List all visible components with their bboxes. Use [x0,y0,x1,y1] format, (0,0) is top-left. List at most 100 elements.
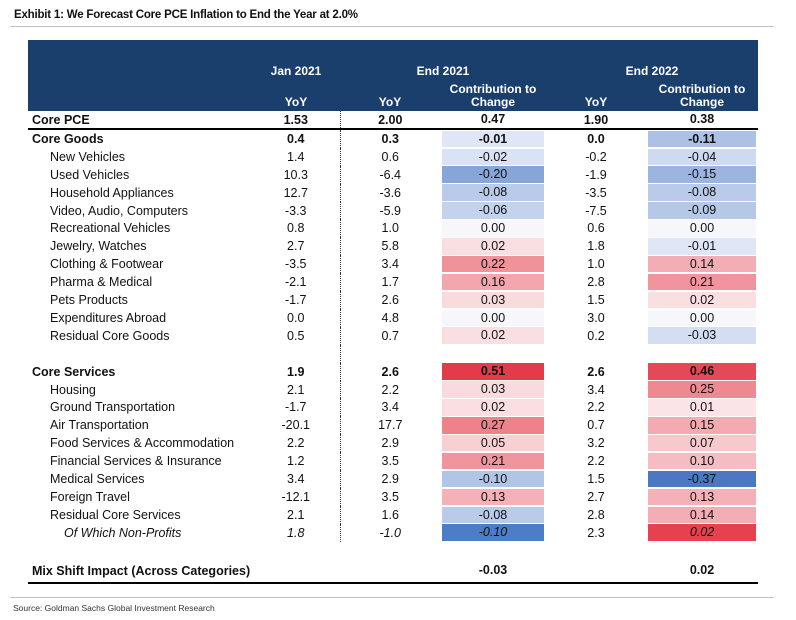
row-label: Household Appliances [50,185,174,200]
yoy-2022: 2.7 [587,489,605,504]
yoy-2021: 3.5 [381,454,399,469]
yoy-2021: 2.6 [381,292,399,307]
header-yoy-2021: YoY [340,78,440,111]
yoy-2021: 2.6 [381,364,399,379]
contrib-2021: 0.02 [440,237,546,255]
contrib-2021: 0.21 [440,452,546,470]
contrib-2022: 0.21 [646,273,758,291]
yoy-2022: 3.2 [587,436,605,451]
header-yoy-2022: YoY [546,78,646,111]
row-core-goods: Core Goods 0.4 0.3 -0.01 0.0 -0.11 [28,129,758,148]
row-label: Recreational Vehicles [50,221,171,236]
row-label: Core Goods [32,131,104,146]
row-label: Air Transportation [50,418,149,433]
header-jan-2021: Jan 2021 [252,54,340,78]
jan-yoy: 0.5 [252,326,341,345]
jan-yoy: 0.8 [252,219,341,238]
contrib-2021: -0.03 [440,559,546,584]
yoy-2022: 1.8 [587,239,605,254]
yoy-2022: 0.0 [587,131,605,146]
contrib-2022: 0.14 [646,506,758,524]
contrib-2022: 0.00 [646,309,758,327]
yoy-2021: 0.3 [381,131,399,146]
yoy-2022: 2.8 [587,507,605,522]
table-row: Pets Products -1.7 2.6 0.03 1.5 0.02 [28,291,758,309]
jan-yoy: 2.2 [252,434,341,453]
yoy-2022: -7.5 [585,203,607,218]
table-row: Pharma & Medical -2.1 1.7 0.16 2.8 0.21 [28,273,758,292]
yoy-2021: 3.4 [381,400,399,415]
yoy-2021: 2.00 [340,111,440,130]
contrib-2022: -0.03 [646,327,758,345]
row-mix-shift: Mix Shift Impact (Across Categories) -0.… [28,559,758,584]
jan-yoy: -2.1 [252,273,341,292]
header-end-2022: End 2022 [546,54,758,78]
yoy-2021: 3.4 [381,257,399,272]
yoy-2022: 2.8 [587,275,605,290]
top-rule [10,26,774,27]
yoy-2021: 1.0 [381,221,399,236]
contrib-2021: 0.13 [440,488,546,506]
contrib-2021: 0.02 [440,327,546,345]
jan-yoy: 10.3 [252,165,341,184]
jan-yoy: -1.7 [252,398,341,417]
jan-yoy: 0.4 [252,129,341,148]
table-row: Medical Services 3.4 2.9 -0.10 1.5 -0.37 [28,470,758,488]
contrib-2022: 0.38 [646,111,758,130]
jan-yoy: 1.4 [252,147,341,166]
contrib-2022: 0.46 [646,363,758,381]
row-label: Pharma & Medical [50,275,153,290]
row-label: Medical Services [50,471,145,486]
contrib-2022: -0.04 [646,148,758,166]
jan-yoy: -1.7 [252,291,341,309]
yoy-2021: 0.6 [381,149,399,164]
yoy-2021: -6.4 [379,167,402,182]
yoy-2021: 2.9 [381,436,399,451]
contrib-2022: -0.08 [646,184,758,202]
contrib-2021: -0.20 [440,166,546,184]
table-row: Jewelry, Watches 2.7 5.8 0.02 1.8 -0.01 [28,237,758,256]
row-label: Used Vehicles [50,167,130,182]
table-row: Financial Services & Insurance 1.2 3.5 0.21… [28,452,758,471]
yoy-2022: 3.4 [587,382,605,397]
yoy-2022: -1.9 [585,167,607,182]
yoy-2021: 1.6 [381,507,399,522]
contrib-2022: -0.09 [646,202,758,220]
row-label: Jewelry, Watches [50,239,147,254]
yoy-2021: 2.2 [381,382,399,397]
exhibit-title: Exhibit 1: We Forecast Core PCE Inflatio… [14,9,358,21]
contrib-2021: 0.03 [440,291,546,309]
table-row: Air Transportation -20.1 17.7 0.27 0.7 0.15 [28,416,758,435]
contrib-2021: -0.06 [440,202,546,220]
jan-yoy: -3.5 [252,255,341,274]
header-yoy-jan: YoY [252,78,340,111]
jan-yoy: 1.8 [252,523,341,542]
row-non-profits: Of Which Non-Profits 1.8 -1.0 -0.10 2.3 … [28,523,758,542]
table-row: Residual Core Services 2.1 1.6 -0.08 2.8 0.14 [28,505,758,524]
table-row: Video, Audio, Computers -3.3 -5.9 -0.06 -7.5… [28,201,758,220]
contrib-2022: 0.10 [646,452,758,470]
table-row: Food Services & Accommodation 2.2 2.9 0.05 3… [28,434,758,453]
table-row: Ground Transportation -1.7 3.4 0.02 2.2 0.01 [28,398,758,417]
yoy-2022: 2.2 [587,400,605,415]
contrib-2021: -0.08 [440,506,546,524]
contrib-2021: -0.10 [440,470,546,488]
contrib-2021: 0.51 [440,363,546,381]
contrib-2021: 0.05 [440,434,546,452]
contrib-2021: -0.02 [440,148,546,166]
yoy-2021: -5.9 [379,203,402,218]
contrib-2022: 0.13 [646,488,758,506]
yoy-2021: 1.7 [381,275,399,290]
row-label: Expenditures Abroad [50,310,167,325]
table-row: Household Appliances 12.7 -3.6 -0.08 -3.5 -0.… [28,183,758,202]
yoy-2022: 2.2 [587,454,605,469]
row-label: Core Services [32,364,116,379]
jan-yoy: 2.1 [252,505,341,524]
bottom-rule [10,597,774,598]
row-label: Financial Services & Insurance [50,454,222,469]
contrib-2022: 0.02 [646,559,758,584]
contrib-2021: 0.02 [440,398,546,416]
yoy-2021: -3.6 [379,185,402,200]
yoy-2021: 0.7 [381,328,399,343]
yoy-2021: 17.7 [378,418,403,433]
